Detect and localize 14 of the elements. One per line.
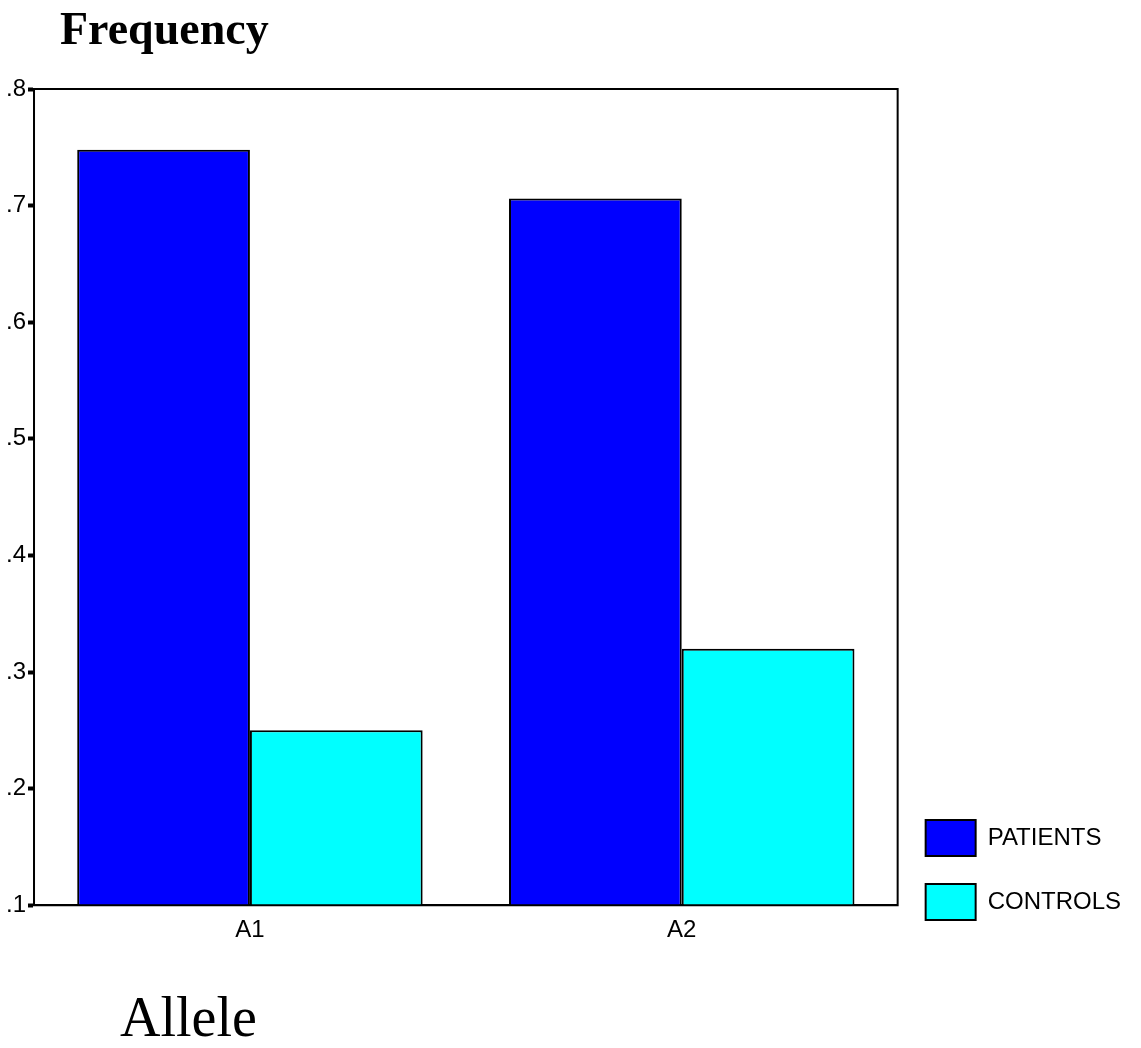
x-axis-title: Allele (120, 985, 257, 1048)
y-tick-label: .2 (6, 773, 27, 801)
y-tick-label: .8 (6, 73, 27, 101)
y-tick-label: .4 (6, 540, 27, 568)
x-tick-label: A2 (667, 915, 697, 943)
y-tick-label: .5 (6, 423, 27, 451)
y-tick-label: .7 (6, 190, 27, 218)
chart-title: Frequency (60, 2, 269, 55)
legend-label: CONTROLS (987, 886, 1122, 914)
y-tick-label: .1 (6, 889, 27, 917)
x-tick-label: A1 (235, 915, 265, 943)
y-tick-label: .6 (6, 306, 27, 334)
y-tick-label: .3 (6, 656, 27, 684)
legend-label: PATIENTS (987, 822, 1102, 850)
